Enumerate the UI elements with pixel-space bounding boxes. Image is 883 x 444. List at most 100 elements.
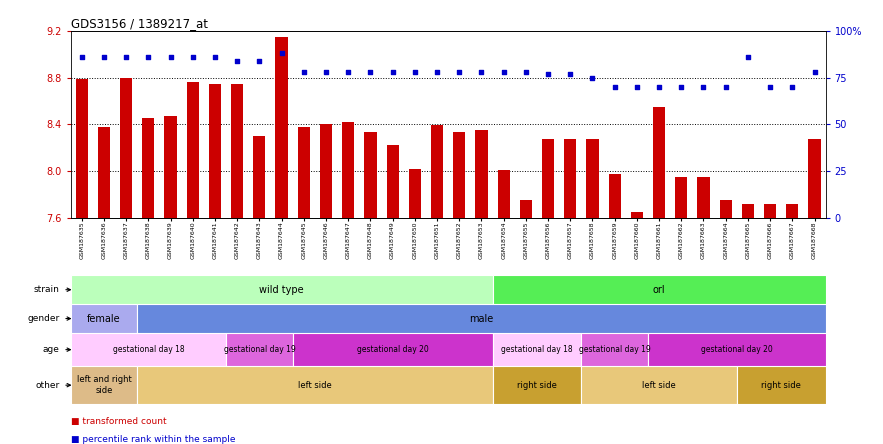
Point [208,54,222,61]
Text: gestational day 20: gestational day 20 [357,345,428,354]
Bar [764,203,776,218]
Bar [720,200,732,218]
Point [230,57,245,64]
Bar [71,333,226,366]
Bar [342,122,354,218]
Text: orl: orl [653,285,666,295]
Text: ■ transformed count: ■ transformed count [71,417,166,426]
Point [363,68,377,75]
Bar [742,203,754,218]
Bar [581,366,736,404]
Bar [231,83,244,218]
Point [319,68,333,75]
Bar [648,333,826,366]
Bar [71,304,137,333]
Bar [137,366,493,404]
Point [97,54,111,61]
Bar [409,169,421,218]
Bar [564,139,577,218]
Bar [736,366,826,404]
Bar [520,200,532,218]
Text: left side: left side [642,381,676,390]
Bar [120,78,132,218]
Point [519,68,533,75]
Bar [253,136,266,218]
Point [652,83,666,91]
Bar [493,366,581,404]
Point [785,83,799,91]
Point [141,54,155,61]
Bar [581,333,648,366]
Bar [586,139,599,218]
Text: left side: left side [298,381,332,390]
Bar [653,107,665,218]
Point [474,68,488,75]
Point [297,68,311,75]
Bar [71,275,493,304]
Text: ■ percentile rank within the sample: ■ percentile rank within the sample [71,435,235,444]
Text: right side: right side [761,381,801,390]
Bar [493,275,826,304]
Bar [164,116,177,218]
Bar [292,333,493,366]
Point [163,54,177,61]
Bar [453,132,465,218]
Bar [497,170,509,218]
Text: gestational day 19: gestational day 19 [223,345,295,354]
Point [585,74,600,81]
Point [341,68,355,75]
Bar [98,127,110,218]
Bar [493,333,581,366]
Point [408,68,422,75]
Bar [365,132,376,218]
Text: left and right
side: left and right side [77,376,132,395]
Text: gestational day 19: gestational day 19 [578,345,651,354]
Bar [226,333,292,366]
Bar [431,126,443,218]
Bar [76,79,87,218]
Bar [608,174,621,218]
Text: gestational day 18: gestational day 18 [502,345,573,354]
Bar [542,139,555,218]
Point [119,54,133,61]
Text: male: male [469,313,494,324]
Text: female: female [87,313,121,324]
Bar [786,203,798,218]
Point [675,83,689,91]
Bar [630,212,643,218]
Bar [387,145,399,218]
Bar [142,119,155,218]
Point [608,83,622,91]
Point [496,68,510,75]
Text: strain: strain [34,285,59,294]
Point [763,83,777,91]
Point [430,68,444,75]
Point [719,83,733,91]
Text: wild type: wild type [260,285,304,295]
Bar [675,177,687,218]
Point [253,57,267,64]
Text: other: other [35,381,59,390]
Point [275,50,289,57]
Point [741,54,755,61]
Point [386,68,400,75]
Bar [275,37,288,218]
Point [807,68,821,75]
Bar [71,366,137,404]
Text: GDS3156 / 1389217_at: GDS3156 / 1389217_at [71,17,208,30]
Point [697,83,711,91]
Bar [698,177,710,218]
Point [630,83,644,91]
Bar [475,130,487,218]
Point [563,71,577,78]
Bar [209,83,221,218]
Text: gender: gender [27,314,59,323]
Point [452,68,466,75]
Text: gestational day 20: gestational day 20 [701,345,773,354]
Point [185,54,200,61]
Bar [809,139,820,218]
Point [75,54,89,61]
Text: right side: right side [517,381,557,390]
Bar [320,124,332,218]
Bar [298,127,310,218]
